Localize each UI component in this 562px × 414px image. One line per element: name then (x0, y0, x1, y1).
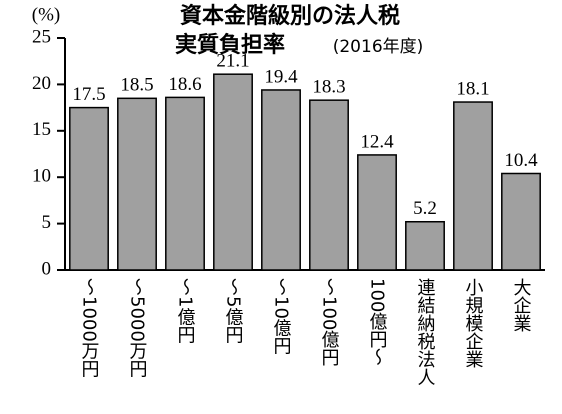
x-tick-label: ～5000万円 (127, 278, 148, 379)
x-tick-label: 大企業 (511, 278, 532, 332)
y-axis-label: (%) (32, 4, 60, 25)
x-tick-label: ～5億円 (223, 278, 244, 344)
x-tick-label: 小規模企業 (463, 278, 484, 368)
value-label: 18.6 (168, 74, 201, 95)
bar (357, 154, 397, 271)
x-tick-label: ～1000万円 (79, 278, 100, 379)
bar (309, 99, 349, 271)
bar (117, 97, 157, 271)
x-tick-label: 連結納税法人 (415, 278, 436, 386)
y-tick-label: 10 (32, 166, 51, 187)
value-label: 18.3 (312, 77, 345, 98)
x-tick-label: 100億円～ (367, 278, 388, 366)
value-label: 18.5 (120, 75, 153, 96)
bar (405, 220, 445, 271)
y-tick-label: 0 (42, 258, 52, 279)
value-label: 18.1 (456, 78, 489, 99)
chart-subtitle: (2016年度) (333, 37, 424, 57)
y-tick-label: 25 (32, 26, 51, 47)
y-tick-label: 15 (32, 119, 51, 140)
value-label: 10.4 (504, 150, 538, 171)
value-label: 17.5 (72, 84, 105, 105)
bar (165, 96, 205, 271)
bar (261, 89, 301, 271)
x-tick-label: ～100億円 (319, 278, 340, 367)
y-tick-label: 20 (32, 73, 51, 94)
value-label: 21.1 (216, 51, 249, 72)
bar (501, 172, 541, 271)
value-label: 12.4 (360, 131, 394, 152)
bar (213, 73, 253, 271)
x-tick-label: ～10億円 (271, 278, 292, 356)
x-tick-label: ～1億円 (175, 278, 196, 344)
bar (453, 101, 493, 271)
value-label: 5.2 (413, 198, 437, 219)
bar (69, 106, 109, 271)
chart-title: 資本金階級別の法人税 (180, 3, 400, 29)
chart-title: 実質負担率 (175, 32, 285, 58)
y-tick-label: 5 (42, 212, 52, 233)
value-label: 19.4 (264, 66, 298, 87)
